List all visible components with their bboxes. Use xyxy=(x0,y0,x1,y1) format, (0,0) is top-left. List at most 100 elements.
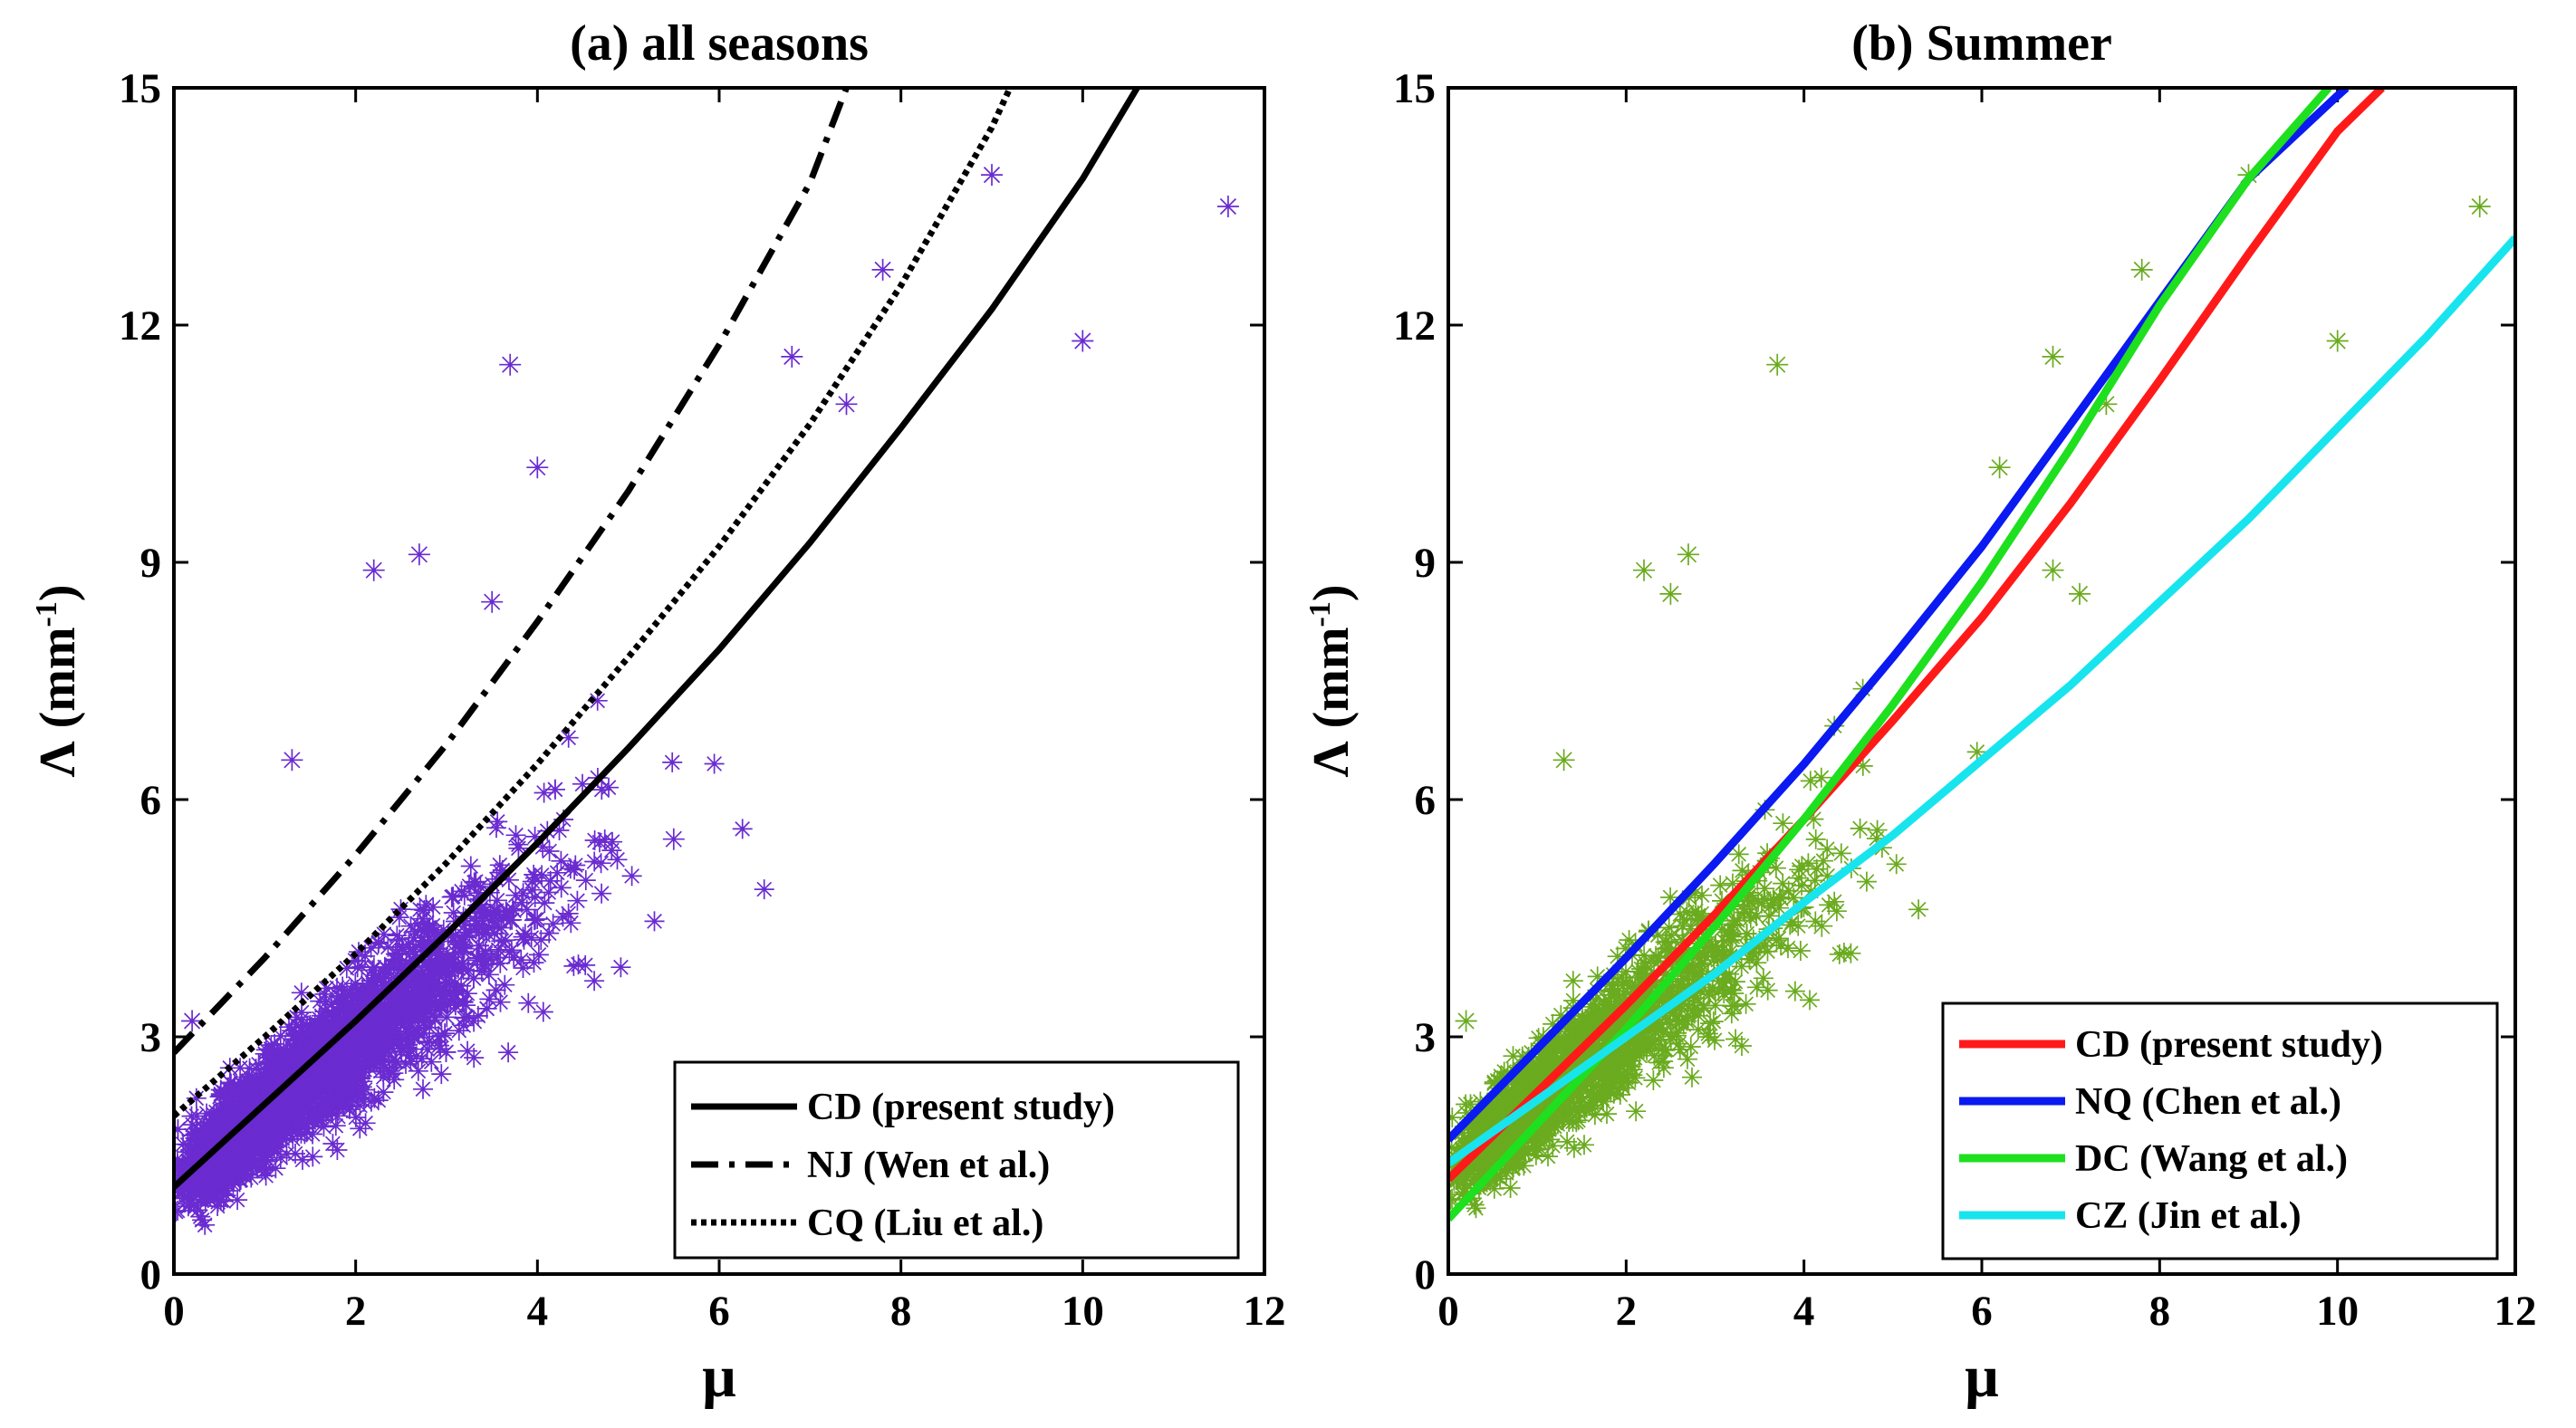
scatter-point xyxy=(464,872,485,893)
scatter-point xyxy=(1639,981,1659,1002)
scatter-point xyxy=(291,982,312,1003)
y-tick-label: 0 xyxy=(1415,1251,1437,1299)
scatter-point xyxy=(1456,1103,1477,1123)
scatter-point xyxy=(1599,973,1620,994)
scatter-point xyxy=(250,1087,271,1107)
scatter-point xyxy=(396,1054,416,1074)
scatter-point xyxy=(1601,996,1622,1017)
scatter-point xyxy=(1574,1135,1594,1155)
scatter-point xyxy=(330,997,351,1017)
scatter-point xyxy=(1584,1001,1605,1021)
scatter-point xyxy=(292,1002,312,1023)
scatter-point xyxy=(409,899,430,920)
scatter-point xyxy=(370,998,391,1019)
scatter-point xyxy=(1773,813,1793,834)
scatter-point xyxy=(1523,1133,1543,1154)
scatter-point xyxy=(514,929,534,950)
scatter-point xyxy=(174,1182,190,1203)
scatter-point xyxy=(483,910,503,931)
scatter-point xyxy=(1609,988,1629,1009)
scatter-point xyxy=(358,973,379,993)
scatter-point xyxy=(1505,1153,1526,1174)
scatter-point xyxy=(1072,330,1094,352)
scatter-point xyxy=(434,989,455,1010)
scatter-point xyxy=(1668,971,1688,992)
panel-a-fit-lines xyxy=(174,88,1140,1190)
scatter-point xyxy=(418,949,439,970)
scatter-point xyxy=(575,870,596,891)
scatter-point xyxy=(1721,1003,1742,1024)
scatter-point xyxy=(1689,943,1710,963)
scatter-point xyxy=(392,937,412,957)
scatter-point xyxy=(1563,1083,1583,1104)
scatter-point xyxy=(498,1042,519,1063)
scatter-point xyxy=(539,923,560,944)
scatter-point xyxy=(1563,991,1583,1011)
scatter-point xyxy=(327,977,347,998)
scatter-point xyxy=(265,1158,286,1179)
scatter-point xyxy=(281,749,303,772)
scatter-point xyxy=(1578,1015,1599,1036)
scatter-point xyxy=(504,947,524,968)
scatter-point xyxy=(266,1141,287,1162)
scatter-point xyxy=(197,1103,217,1124)
scatter-point xyxy=(1856,871,1877,892)
scatter-point xyxy=(1525,1067,1546,1088)
scatter-point xyxy=(1497,1084,1518,1105)
scatter-point xyxy=(513,883,533,904)
legend-label: DC (Wang et al.) xyxy=(2075,1138,2348,1180)
scatter-point xyxy=(210,1190,231,1211)
scatter-point xyxy=(1817,839,1838,859)
scatter-point xyxy=(1735,993,1756,1014)
scatter-point xyxy=(513,958,533,978)
scatter-point xyxy=(463,968,484,989)
scatter-point xyxy=(313,1055,334,1076)
scatter-point xyxy=(479,989,500,1010)
scatter-point xyxy=(1694,998,1715,1019)
scatter-point xyxy=(1778,880,1799,901)
scatter-point xyxy=(303,1109,323,1130)
scatter-point xyxy=(1725,972,1745,992)
scatter-point xyxy=(337,1066,358,1087)
scatter-point xyxy=(446,943,466,963)
scatter-point xyxy=(387,925,408,946)
scatter-point xyxy=(1686,901,1706,922)
x-tick-label: 12 xyxy=(2494,1288,2537,1335)
scatter-point xyxy=(662,828,685,850)
scatter-point xyxy=(540,870,561,891)
scatter-point xyxy=(470,877,491,897)
y-tick-label: 12 xyxy=(119,302,161,350)
scatter-point xyxy=(553,906,573,927)
scatter-point xyxy=(226,1101,247,1122)
scatter-point xyxy=(1748,937,1769,958)
scatter-point xyxy=(1538,1146,1558,1167)
scatter-point xyxy=(1485,1110,1506,1131)
scatter-point xyxy=(327,1140,348,1160)
x-tick-label: 2 xyxy=(345,1288,367,1335)
scatter-point xyxy=(255,1040,276,1060)
scatter-point xyxy=(516,899,537,920)
scatter-point xyxy=(1792,875,1812,896)
scatter-point xyxy=(1643,1070,1664,1090)
scatter-point xyxy=(408,914,428,934)
scatter-point xyxy=(601,840,622,861)
scatter-point xyxy=(355,945,376,966)
scatter-point xyxy=(259,1047,280,1068)
scatter-point xyxy=(213,1107,234,1127)
scatter-point xyxy=(526,456,549,479)
scatter-point xyxy=(1798,853,1819,874)
scatter-point xyxy=(1633,559,1655,581)
scatter-point xyxy=(397,1037,418,1058)
scatter-point xyxy=(317,1048,338,1069)
scatter-point xyxy=(524,910,544,931)
scatter-point xyxy=(251,1137,272,1158)
scatter-point xyxy=(337,992,358,1013)
scatter-point xyxy=(524,887,545,907)
scatter-point xyxy=(1448,1170,1465,1191)
scatter-point xyxy=(1966,742,1987,762)
scatter-point xyxy=(1852,755,1873,776)
scatter-point xyxy=(1537,1048,1558,1069)
scatter-point xyxy=(383,989,403,1010)
y-tick-label: 15 xyxy=(1393,65,1436,112)
scatter-point xyxy=(225,1096,245,1117)
